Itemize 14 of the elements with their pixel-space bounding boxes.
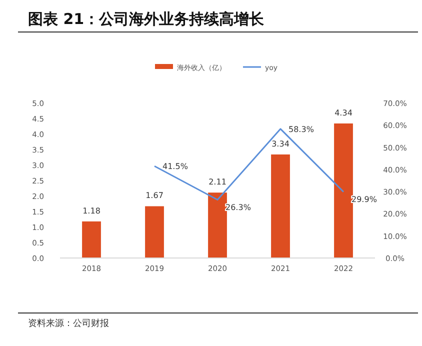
- bar: [208, 192, 227, 258]
- data-label: 1.18: [82, 206, 100, 216]
- chart-title: 图表 21：公司海外业务持续高增长: [28, 10, 266, 28]
- data-label: 3.34: [272, 139, 290, 148]
- bar: [334, 123, 353, 258]
- bar: [82, 221, 101, 258]
- data-label: 2.11: [208, 178, 226, 187]
- text: 资料来源：公司财报: [28, 318, 109, 329]
- bar: [271, 154, 290, 258]
- data-label: 41.5%: [162, 162, 188, 172]
- bar: [145, 206, 164, 258]
- data-label: 58.3%: [288, 124, 314, 134]
- data-label: 1.67: [146, 191, 164, 200]
- data-label: 4.34: [334, 108, 352, 118]
